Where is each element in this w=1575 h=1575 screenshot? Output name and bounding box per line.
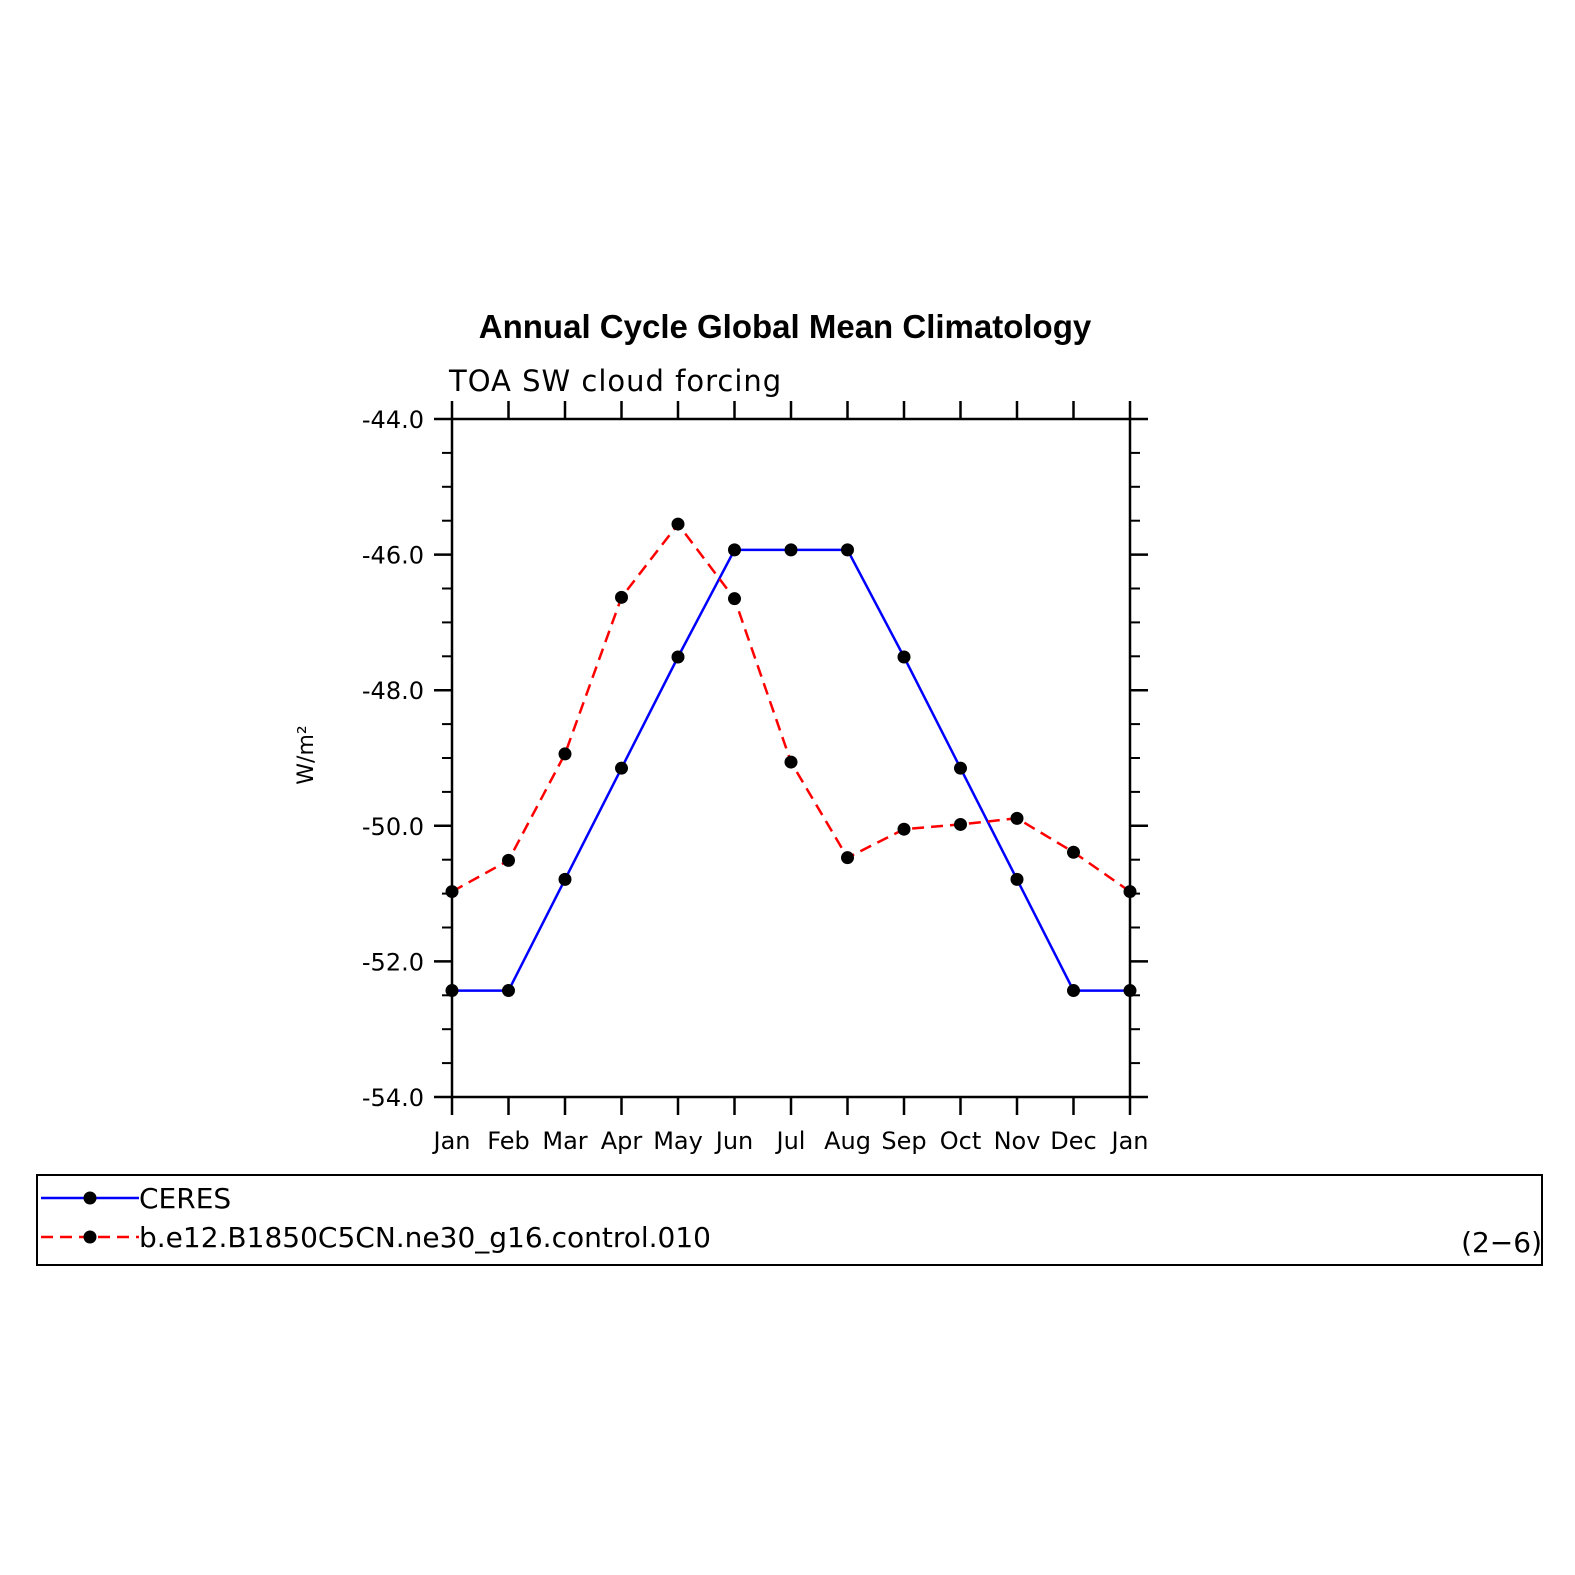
y-tick-label: -52.0 (362, 948, 424, 976)
data-point (1067, 984, 1080, 998)
y-tick-label: -54.0 (362, 1084, 424, 1112)
data-point (1067, 845, 1080, 859)
data-point (1123, 984, 1137, 998)
x-tick-label: Jan (1110, 1127, 1149, 1155)
x-tick-label: Mar (542, 1127, 587, 1155)
data-point (728, 543, 741, 557)
x-tick-label: Nov (994, 1127, 1041, 1155)
data-point (1010, 811, 1024, 825)
x-tick-label: Dec (1050, 1127, 1096, 1155)
x-tick-label: Jun (714, 1127, 754, 1155)
data-point (502, 853, 515, 867)
data-point (897, 650, 911, 664)
data-point (841, 851, 854, 865)
x-tick-label: Feb (487, 1127, 530, 1155)
series-line-0 (452, 548, 1130, 992)
data-point (502, 984, 515, 998)
legend: CERES b.e12.B1850C5CN.ne30_g16.control.01… (36, 1174, 1543, 1266)
data-point (954, 817, 967, 831)
data-point (615, 761, 628, 775)
data-point (897, 822, 911, 836)
data-point (558, 872, 572, 886)
data-point (671, 517, 685, 531)
series-line-1 (451, 522, 1131, 893)
data-point (445, 984, 459, 998)
x-tick-label: Sep (881, 1127, 926, 1155)
x-tick-label: May (653, 1127, 703, 1155)
data-point (671, 650, 685, 664)
legend-box (36, 1174, 1543, 1266)
data-point (1010, 872, 1024, 886)
data-point (841, 543, 854, 557)
data-point (1123, 885, 1137, 899)
data-point (954, 761, 967, 775)
data-point (615, 590, 628, 604)
y-tick-label: -46.0 (362, 542, 424, 570)
chart-title: Annual Cycle Global Mean Climatology (479, 308, 1092, 345)
legend-label-1: b.e12.B1850C5CN.ne30_g16.control.010 (139, 1221, 711, 1254)
plot-area: -54.0 -52.0 -50.0 -48.0 -46.0 -44.0 Jan Feb Mar A… (362, 401, 1149, 1155)
y-axis-label: W/m² (294, 725, 319, 784)
data-point (784, 543, 798, 557)
chart-subtitle: TOA SW cloud forcing (448, 364, 782, 398)
x-tick-label: Apr (601, 1127, 643, 1155)
y-tick-label: -44.0 (362, 406, 424, 434)
legend-marker-1 (83, 1230, 97, 1244)
panel-label: (2−6) (1461, 1226, 1542, 1259)
data-point (558, 747, 572, 761)
x-tick-label: Jul (775, 1127, 806, 1155)
legend-marker-0 (83, 1191, 97, 1205)
legend-label-0: CERES (139, 1182, 231, 1215)
data-point (445, 885, 459, 899)
y-tick-label: -48.0 (362, 677, 424, 705)
x-tick-label: Oct (940, 1127, 982, 1155)
y-tick-label: -50.0 (362, 813, 424, 841)
data-point (784, 755, 798, 769)
x-tick-label: Jan (432, 1127, 471, 1155)
data-point (728, 592, 741, 606)
x-tick-label: Aug (824, 1127, 871, 1155)
